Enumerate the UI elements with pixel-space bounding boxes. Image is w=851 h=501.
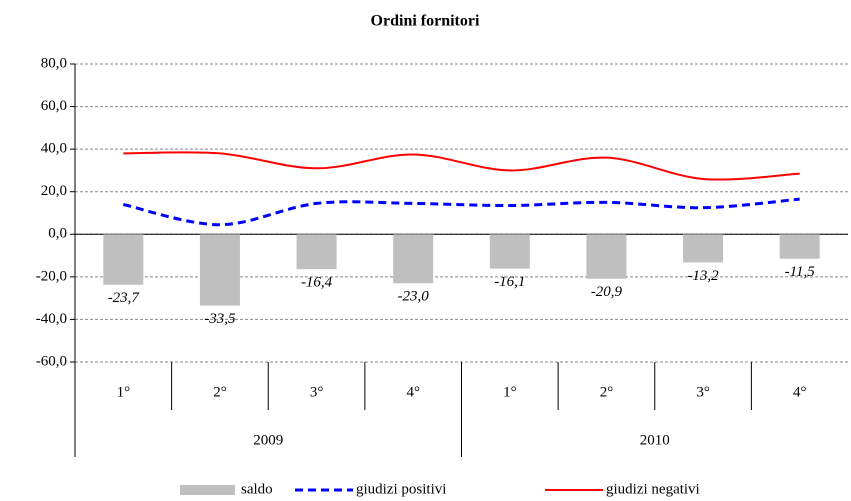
y-tick-label: -60,0 xyxy=(36,353,67,369)
chart-title: Ordini fornitori xyxy=(371,13,480,30)
legend-label: giudizi negativi xyxy=(606,481,700,497)
line xyxy=(123,197,800,227)
y-tick-label: 40,0 xyxy=(41,141,67,157)
value-label: -20,9 xyxy=(591,284,623,300)
x-tick-label: 4° xyxy=(406,384,420,400)
bar xyxy=(199,234,240,306)
value-label: -33,5 xyxy=(204,311,236,327)
value-label: -13,2 xyxy=(687,268,719,284)
value-label: -23,7 xyxy=(108,290,141,306)
bar xyxy=(779,234,820,259)
legend-label: saldo xyxy=(241,481,273,497)
y-tick-label: 60,0 xyxy=(41,98,67,114)
bar xyxy=(683,234,724,263)
legend-swatch xyxy=(180,485,235,495)
value-label: -11,5 xyxy=(785,264,816,280)
x-tick-label: 2° xyxy=(600,384,614,400)
x-group-label: 2009 xyxy=(253,432,283,448)
y-tick-label: 80,0 xyxy=(41,55,67,71)
legend-label: giudizi positivi xyxy=(356,481,446,497)
bar xyxy=(489,234,530,269)
bar xyxy=(586,234,627,279)
value-label: -16,1 xyxy=(494,274,525,290)
value-label: -23,0 xyxy=(398,289,430,305)
y-tick-label: 20,0 xyxy=(41,183,67,199)
x-group-label: 2010 xyxy=(640,432,670,448)
x-tick-label: 3° xyxy=(310,384,324,400)
value-label: -16,4 xyxy=(301,275,333,291)
x-tick-label: 2° xyxy=(213,384,227,400)
x-tick-label: 4° xyxy=(793,384,807,400)
line xyxy=(123,151,800,181)
x-tick-label: 1° xyxy=(117,384,131,400)
y-tick-label: -40,0 xyxy=(36,311,67,327)
x-tick-label: 1° xyxy=(503,384,517,400)
y-tick-label: 0,0 xyxy=(48,226,67,242)
bar xyxy=(393,234,434,284)
x-tick-label: 3° xyxy=(696,384,710,400)
bar xyxy=(296,234,337,270)
bar xyxy=(103,234,144,285)
y-tick-label: -20,0 xyxy=(36,268,67,284)
